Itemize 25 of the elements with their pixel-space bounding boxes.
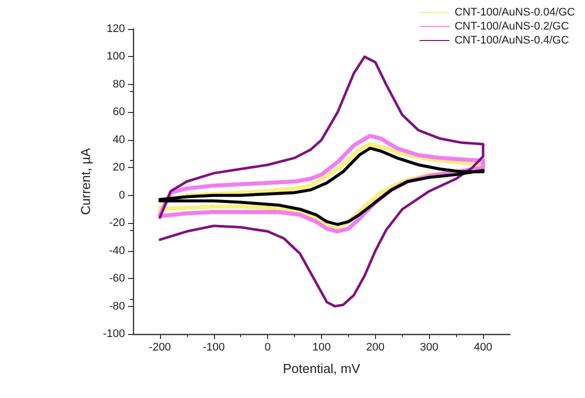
y-tick-label: 60 (112, 106, 125, 118)
y-tick-label: 120 (106, 23, 125, 35)
x-axis-title: Potential, mV (282, 361, 360, 376)
y-tick-label: -60 (109, 272, 125, 285)
legend-label: CNT-100/AuNS-0.2/GC (454, 20, 569, 32)
x-tick-label: -200 (148, 342, 171, 354)
y-tick-label: -80 (109, 300, 125, 312)
x-tick-label: 100 (312, 342, 331, 354)
y-tick-label: 100 (106, 50, 125, 63)
y-axis-title: Current, µA (78, 148, 94, 215)
x-tick-label: 400 (474, 342, 492, 354)
y-tick-label: -40 (109, 244, 125, 257)
y-tick-label: 80 (112, 78, 125, 90)
x-tick-label: 300 (420, 342, 438, 354)
x-tick-label: 0 (264, 342, 271, 354)
y-tick-label: 40 (112, 134, 125, 146)
y-tick-label: 0 (118, 189, 125, 202)
legend-label: CNT-100/AuNS-0.04/GC (454, 6, 576, 18)
x-tick-label: 200 (366, 342, 385, 354)
legend-label: CNT-100/AuNS-0.4/GC (454, 34, 569, 46)
x-tick-label: -100 (202, 342, 225, 354)
line-series (158, 55, 484, 308)
y-tick-label: -20 (109, 217, 125, 230)
y-tick-label: -100 (102, 328, 125, 340)
y-tick-label: 20 (112, 162, 125, 174)
